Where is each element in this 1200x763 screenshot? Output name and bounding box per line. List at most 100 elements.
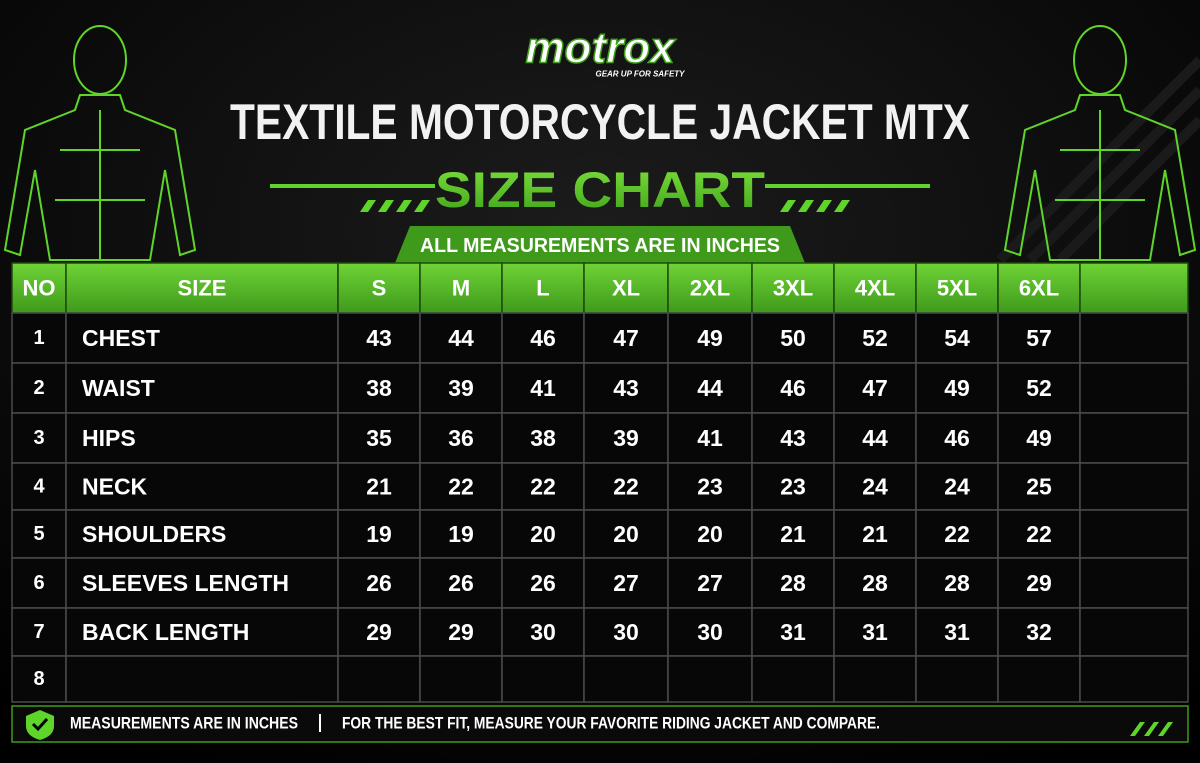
cell (11, 312, 67, 364)
cell-value: 41 (697, 425, 723, 451)
cell-value: 22 (530, 474, 556, 500)
cell (667, 412, 753, 464)
row-number: 7 (33, 621, 44, 643)
row-number: 3 (33, 427, 44, 449)
column-header: 2XL (690, 276, 730, 301)
cell (419, 462, 503, 511)
cell-value: 22 (448, 474, 474, 500)
subtitle: SIZE CHART (435, 162, 765, 218)
cell (833, 312, 917, 364)
cell-value: 31 (862, 619, 888, 645)
cell-value: 41 (530, 375, 556, 401)
cell (419, 509, 503, 559)
cell-value: 28 (944, 570, 970, 596)
row-number: 5 (33, 523, 44, 545)
cell (419, 362, 503, 414)
cell-value: 26 (530, 570, 556, 596)
cell (337, 655, 421, 703)
cell-value: 44 (862, 425, 888, 451)
cell (583, 607, 669, 657)
cell-value: 52 (862, 325, 888, 351)
column-header: M (452, 276, 470, 301)
cell (833, 509, 917, 559)
cell (915, 412, 999, 464)
cell (583, 312, 669, 364)
cell (915, 557, 999, 609)
cell (501, 607, 585, 657)
cell-value: 30 (613, 619, 639, 645)
cell (915, 312, 999, 364)
row-number: 4 (33, 476, 45, 498)
cell-value: 21 (862, 521, 888, 547)
cell-value: 24 (944, 474, 970, 500)
cell-value: 30 (530, 619, 556, 645)
jacket-left (3, 25, 197, 261)
cell-value: 44 (697, 375, 723, 401)
cell-value: 39 (613, 425, 639, 451)
cell (833, 655, 917, 703)
cell (1079, 655, 1189, 703)
row-number: 2 (33, 377, 44, 399)
cell (65, 462, 339, 511)
cell (751, 607, 835, 657)
column-header: 5XL (937, 276, 977, 301)
footer-right: FOR THE BEST FIT, MEASURE YOUR FAVORITE … (342, 714, 880, 733)
cell-value: 27 (613, 570, 639, 596)
cell (751, 655, 835, 703)
cell-value: 25 (1026, 474, 1052, 500)
row-label: BACK LENGTH (82, 619, 249, 645)
footer-left: MEASUREMENTS ARE IN INCHES (70, 714, 298, 733)
header-cell (1079, 262, 1189, 314)
cell-value: 20 (530, 521, 556, 547)
footer-decor (1130, 722, 1173, 736)
cell-value: 28 (780, 570, 806, 596)
cell-value: 44 (448, 325, 474, 351)
cell-value: 47 (862, 375, 888, 401)
check-mark (31, 717, 49, 732)
cell-value: 26 (448, 570, 474, 596)
header-cell (833, 262, 917, 314)
cell-value: 22 (944, 521, 970, 547)
row-label: WAIST (82, 375, 155, 401)
column-header: S (372, 276, 387, 301)
cell (1079, 607, 1189, 657)
cell-value: 20 (613, 521, 639, 547)
cell (997, 607, 1081, 657)
cell-value: 50 (780, 325, 806, 351)
row-label: CHEST (82, 325, 160, 351)
cell-value: 21 (780, 521, 806, 547)
cell-value: 54 (944, 325, 970, 351)
subtitle-decor (270, 184, 930, 212)
cell (833, 412, 917, 464)
cell (337, 362, 421, 414)
cell-value: 46 (944, 425, 970, 451)
cell-value: 29 (448, 619, 474, 645)
column-header: NO (23, 276, 56, 301)
row-number: 8 (33, 668, 44, 690)
note: ALL MEASUREMENTS ARE IN INCHES (420, 235, 780, 257)
cell (419, 607, 503, 657)
cell-value: 20 (697, 521, 723, 547)
jacket-right (1003, 25, 1197, 261)
row-label: HIPS (82, 425, 136, 451)
cell-value: 32 (1026, 619, 1052, 645)
cell (419, 412, 503, 464)
cell (419, 312, 503, 364)
header-cell (583, 262, 669, 314)
cell (1079, 557, 1189, 609)
row-number: 6 (33, 572, 44, 594)
cell (667, 312, 753, 364)
column-header: 3XL (773, 276, 813, 301)
cell (915, 462, 999, 511)
cell (65, 412, 339, 464)
cell-value: 22 (1026, 521, 1052, 547)
header-cell (419, 262, 503, 314)
cell (751, 412, 835, 464)
cell-value: 35 (366, 425, 392, 451)
cell-value: 57 (1026, 325, 1052, 351)
cell (583, 462, 669, 511)
cell (833, 607, 917, 657)
cell (65, 312, 339, 364)
cell (997, 557, 1081, 609)
